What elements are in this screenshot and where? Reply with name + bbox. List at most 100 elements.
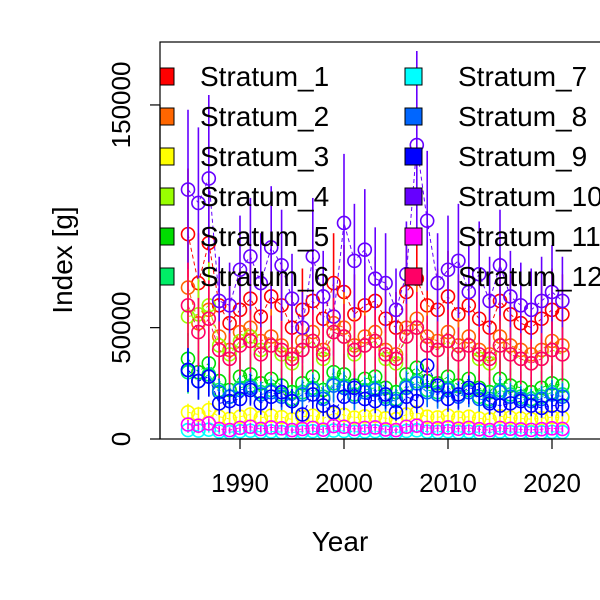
data-point	[201, 311, 217, 327]
data-point	[180, 417, 196, 432]
data-point	[357, 391, 373, 407]
data-point	[503, 421, 518, 437]
data-point	[482, 351, 497, 367]
data-point	[430, 378, 445, 393]
data-point	[347, 421, 362, 437]
data-point	[482, 396, 497, 411]
legend-item: Stratum_5	[160, 221, 329, 252]
data-point	[326, 404, 341, 420]
data-point	[440, 262, 456, 278]
data-point	[461, 284, 477, 300]
y-tick-label: 150000	[106, 62, 136, 149]
data-point	[492, 398, 508, 413]
data-point	[336, 419, 352, 435]
data-point	[461, 409, 477, 425]
data-point	[523, 398, 539, 413]
data-point	[357, 420, 373, 436]
legend-label: Stratum_9	[458, 141, 587, 172]
data-point	[367, 393, 383, 409]
series-Stratum_9	[180, 341, 570, 423]
data-point	[555, 347, 570, 362]
data-point	[367, 333, 383, 349]
series-Stratum_11	[180, 416, 570, 438]
data-point	[409, 320, 425, 335]
data-point	[471, 266, 487, 282]
y-axis-label: Index [g]	[47, 206, 78, 313]
data-point	[180, 298, 196, 313]
data-point	[430, 342, 445, 358]
data-point	[482, 293, 497, 309]
data-point	[191, 195, 206, 211]
data-point	[295, 342, 310, 358]
data-point	[336, 215, 352, 231]
legend-item: Stratum_3	[160, 141, 329, 172]
x-tick-label: 2010	[419, 468, 477, 498]
data-point	[544, 284, 560, 300]
legend-item: Stratum_6	[160, 261, 329, 292]
data-point	[544, 421, 560, 436]
data-point	[544, 398, 560, 413]
legend-item: Stratum_7	[404, 61, 587, 92]
data-point	[222, 351, 237, 367]
legend-label: Stratum_4	[200, 181, 329, 212]
data-point	[305, 387, 321, 402]
data-point	[274, 421, 289, 436]
legend-item: Stratum_2	[160, 101, 329, 132]
legend-item: Stratum_12	[404, 261, 600, 292]
data-point	[191, 418, 206, 433]
legend-label: Stratum_2	[200, 101, 329, 132]
legend-swatch	[160, 267, 175, 286]
data-point	[201, 171, 217, 186]
data-point	[180, 182, 196, 197]
data-point	[555, 398, 570, 413]
data-point	[263, 420, 279, 435]
legend-item: Stratum_4	[160, 181, 329, 212]
legend-swatch	[404, 187, 423, 206]
data-point	[430, 275, 445, 291]
data-point	[388, 422, 404, 438]
data-point	[388, 351, 404, 367]
legend-swatch	[404, 227, 423, 246]
data-point	[461, 338, 477, 353]
data-point	[232, 262, 248, 278]
data-point	[451, 253, 466, 269]
data-point	[253, 396, 269, 411]
data-point	[243, 249, 258, 264]
data-point	[461, 380, 477, 396]
data-point	[243, 419, 258, 435]
legend-label: Stratum_3	[200, 141, 329, 172]
legend-swatch	[404, 147, 423, 166]
data-point	[347, 380, 362, 396]
data-point	[253, 421, 269, 437]
data-point	[222, 393, 237, 409]
data-point	[336, 389, 352, 404]
legend: Stratum_1 Stratum_2 Stratum_3 Stratum_4 Stra…	[160, 61, 600, 292]
data-point	[347, 410, 362, 425]
data-point	[284, 351, 300, 367]
legend-label: Stratum_12	[458, 261, 600, 292]
data-point	[274, 409, 289, 425]
legend-label: Stratum_10	[458, 181, 600, 212]
data-point	[274, 384, 289, 400]
data-point	[326, 418, 341, 434]
data-point	[534, 421, 549, 437]
data-point	[451, 410, 466, 426]
data-point	[461, 420, 477, 436]
data-point	[222, 422, 237, 438]
legend-label: Stratum_7	[458, 61, 587, 92]
legend-label: Stratum_8	[458, 101, 587, 132]
x-tick-label: 2020	[523, 468, 581, 498]
data-point	[388, 302, 404, 318]
data-point	[534, 293, 549, 309]
data-point	[513, 422, 529, 437]
data-point	[357, 242, 373, 258]
data-point	[315, 289, 331, 304]
data-point	[295, 407, 310, 422]
legend-item: Stratum_1	[160, 61, 329, 92]
y-tick-label: 50000	[106, 291, 136, 363]
data-point	[419, 213, 435, 229]
data-point	[419, 420, 435, 436]
data-point	[232, 420, 248, 436]
data-point	[451, 387, 466, 402]
